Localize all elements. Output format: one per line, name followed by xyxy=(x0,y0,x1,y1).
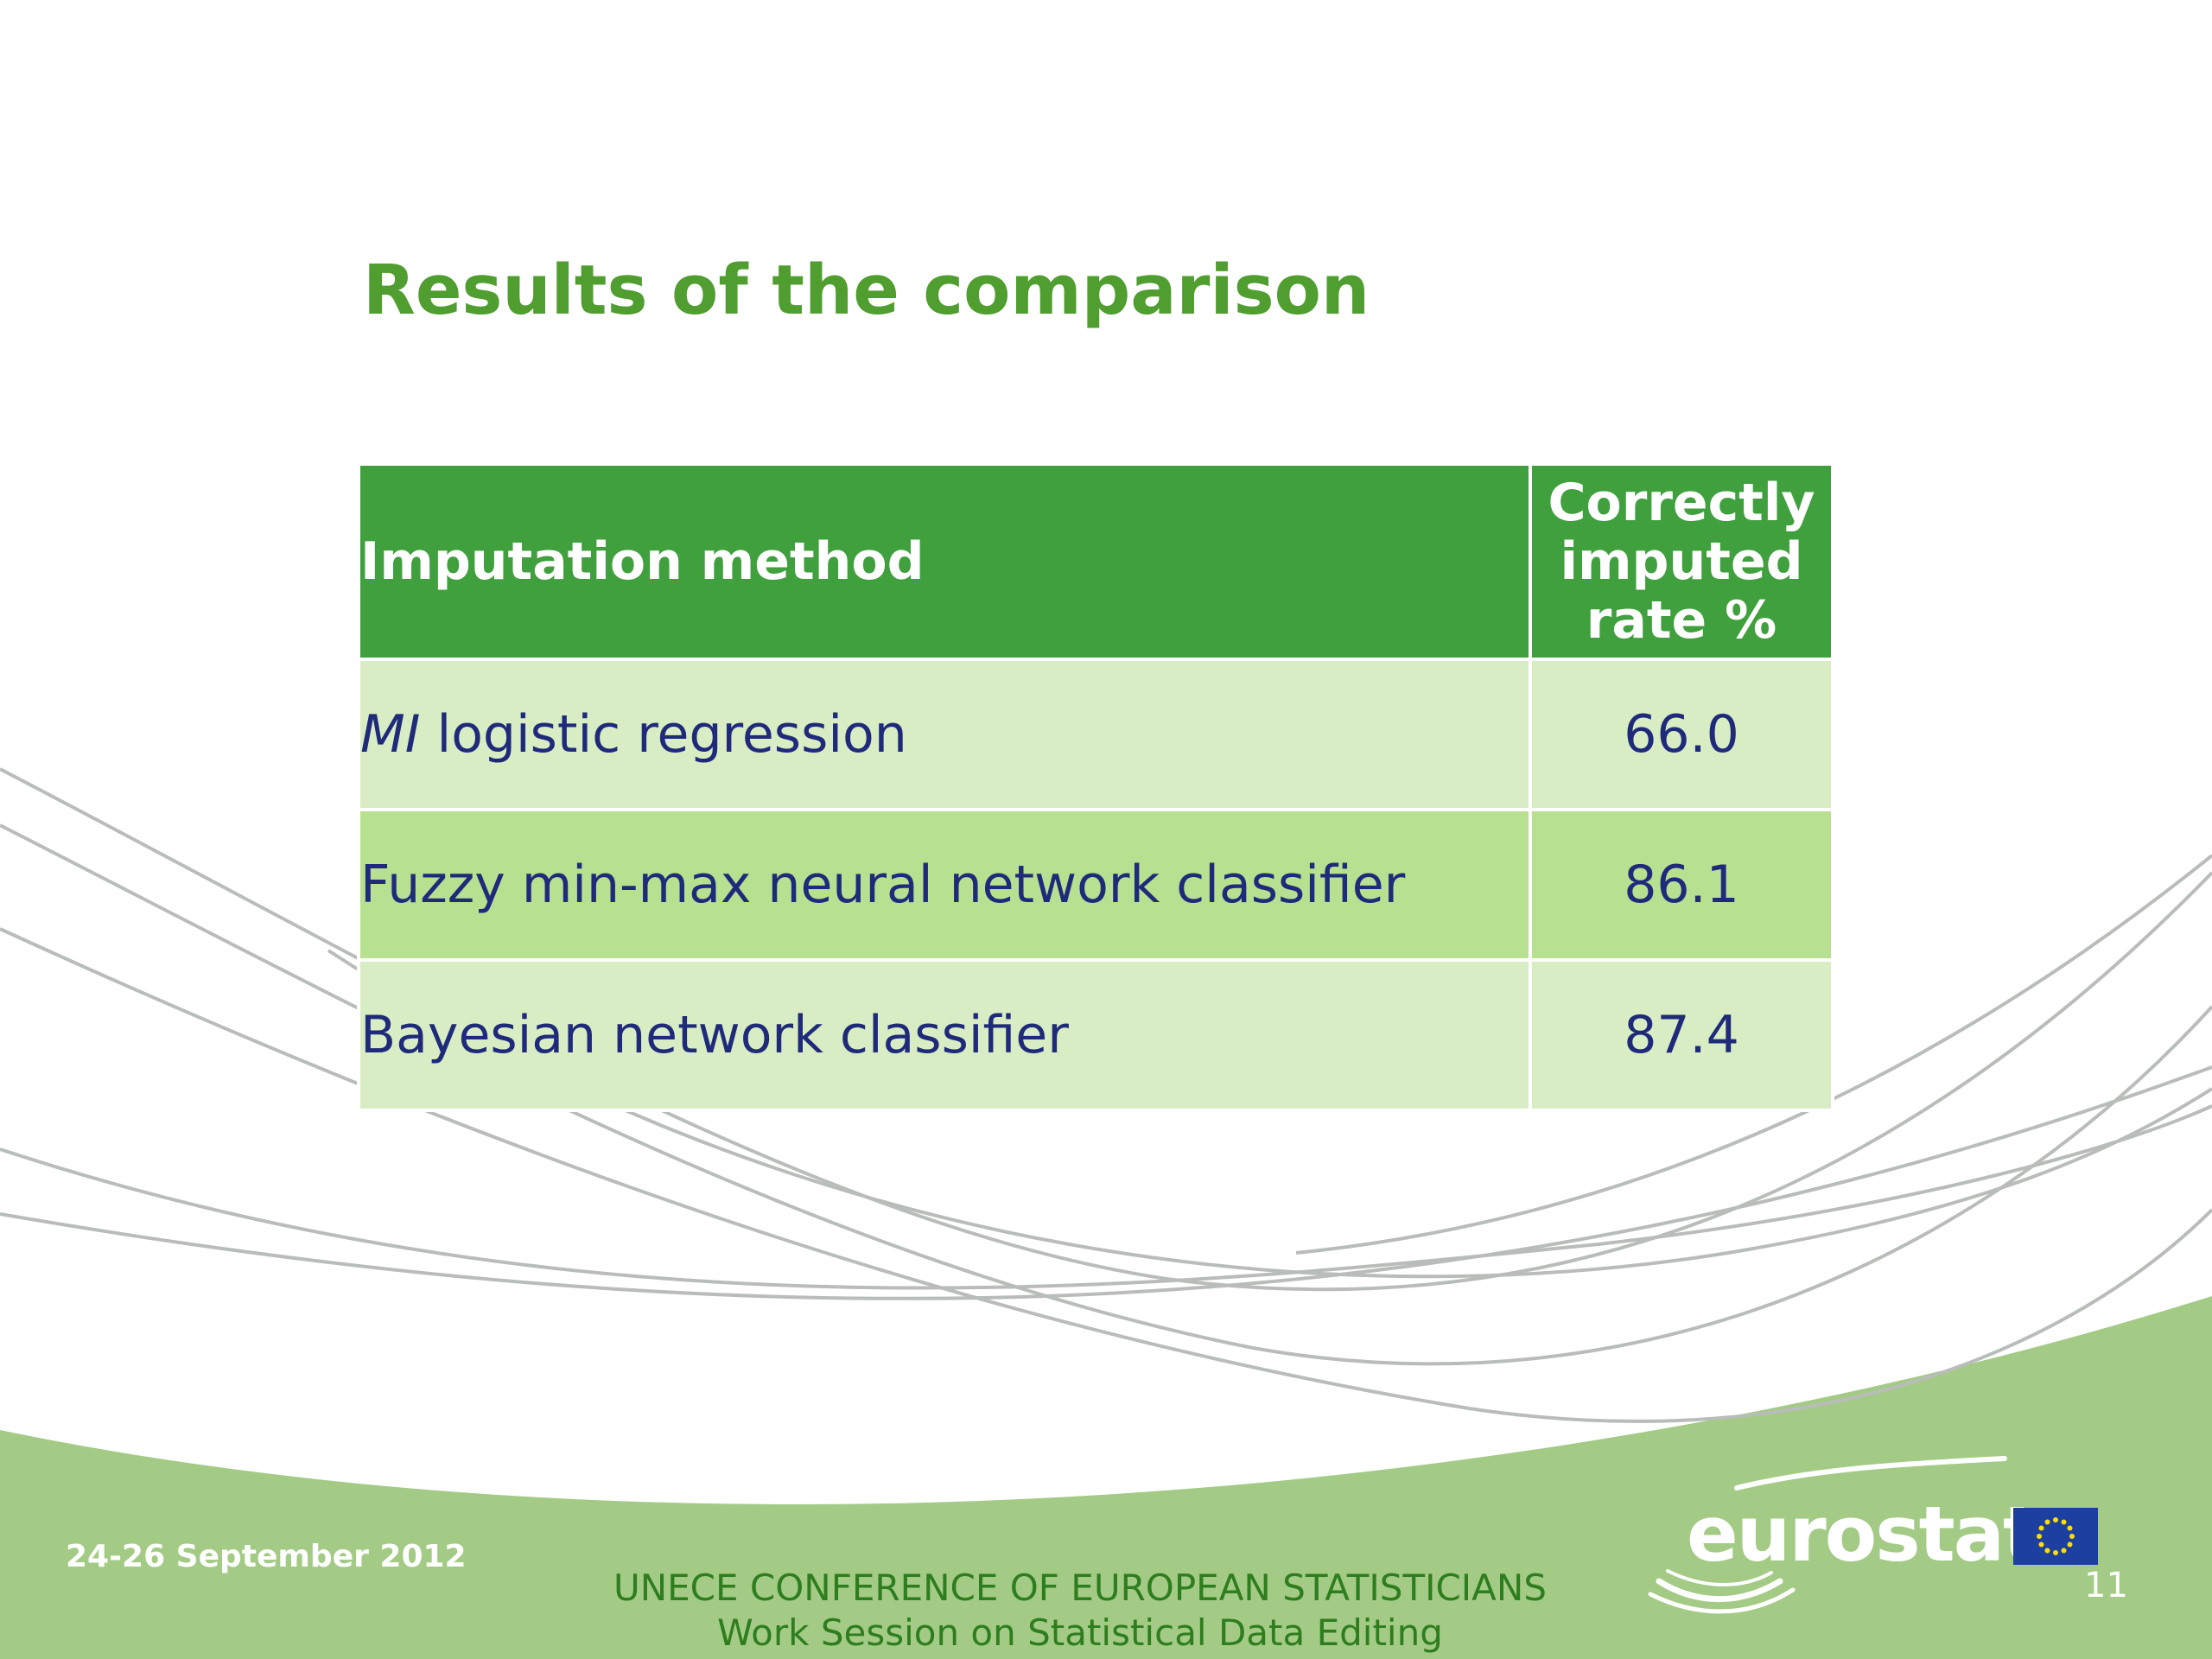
rate-cell: 87.4 xyxy=(1529,958,1834,1112)
rate-cell: 66.0 xyxy=(1529,658,1834,811)
method-cell: MI logistic regression xyxy=(357,658,1532,811)
method-name: Fuzzy min-max neural network classifier xyxy=(360,855,1406,915)
page-number: 11 xyxy=(2084,1566,2128,1605)
method-abbreviation: MI xyxy=(360,704,421,765)
method-name: Bayesian network classifier xyxy=(360,1005,1069,1065)
method-cell: Bayesian network classifier xyxy=(357,958,1532,1112)
eu-flag-icon xyxy=(2013,1508,2098,1565)
method-name: logistic regression xyxy=(420,704,907,765)
slide-title: Results of the comparison xyxy=(363,251,1370,330)
method-cell: Fuzzy min-max neural network classifier xyxy=(357,808,1532,962)
footer-conference: UNECE CONFERENCE OF EUROPEAN STATISTICIA… xyxy=(570,1566,1590,1656)
conference-session: Work Session on Statistical Data Editing xyxy=(717,1611,1443,1654)
header-rate-line: imputed xyxy=(1560,531,1803,592)
table-row: MI logistic regression 66.0 xyxy=(357,658,1834,811)
table-row: Bayesian network classifier 87.4 xyxy=(357,958,1834,1112)
eurostat-logo xyxy=(1648,1456,2007,1614)
table-header-row: Imputation method Correctly imputed rate… xyxy=(357,462,1834,661)
header-correctly-imputed-rate: Correctly imputed rate % xyxy=(1529,462,1834,661)
header-rate-line: rate % xyxy=(1586,590,1777,651)
rate-cell: 86.1 xyxy=(1529,808,1834,962)
eurostat-wordmark: eurostat xyxy=(1687,1490,2039,1579)
table-row: Fuzzy min-max neural network classifier … xyxy=(357,808,1834,962)
header-rate-line: Correctly xyxy=(1548,473,1815,533)
header-imputation-method: Imputation method xyxy=(357,462,1532,661)
results-table: Imputation method Correctly imputed rate… xyxy=(357,462,1834,1112)
conference-title: UNECE CONFERENCE OF EUROPEAN STATISTICIA… xyxy=(613,1567,1547,1609)
footer-date: 24-26 September 2012 xyxy=(66,1539,467,1574)
